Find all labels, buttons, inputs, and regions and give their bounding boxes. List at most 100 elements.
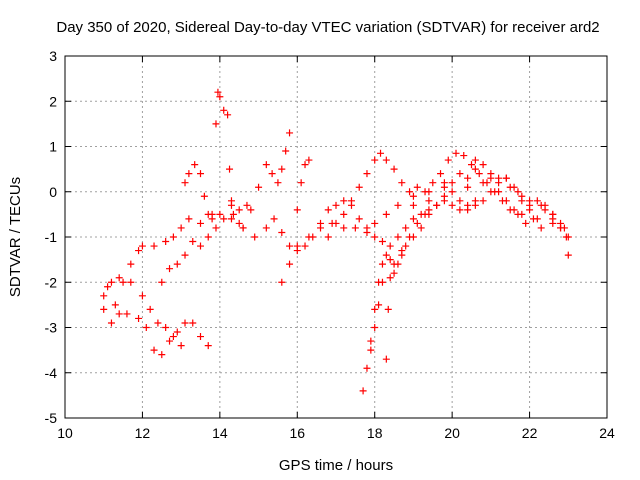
data-point — [377, 149, 385, 157]
data-marks — [100, 88, 572, 395]
data-point — [127, 278, 135, 286]
axis-ticks — [64, 55, 608, 419]
series-track-a — [100, 174, 568, 327]
data-point — [398, 179, 406, 187]
data-point — [382, 210, 390, 218]
data-point — [220, 106, 228, 114]
data-point — [177, 224, 185, 232]
data-point — [533, 197, 541, 205]
data-point — [332, 219, 340, 227]
data-point — [119, 278, 127, 286]
data-point — [518, 210, 526, 218]
data-point — [398, 247, 406, 255]
data-point — [181, 179, 189, 187]
data-point — [227, 215, 235, 223]
data-point — [197, 219, 204, 227]
data-point — [440, 179, 448, 187]
data-point — [375, 301, 383, 309]
x-axis-label: GPS time / hours — [279, 457, 393, 474]
data-point — [262, 161, 270, 169]
data-point — [340, 224, 348, 232]
data-point — [495, 188, 503, 196]
data-point — [417, 224, 425, 232]
data-point — [270, 215, 278, 223]
data-point — [142, 324, 150, 331]
data-point — [533, 215, 541, 223]
data-point — [243, 201, 251, 209]
data-point — [549, 210, 557, 218]
data-point — [406, 233, 414, 241]
y-tick-labels: -5 -4 -3 -2 -1 0 1 2 3 — [45, 48, 58, 426]
data-point — [324, 233, 332, 241]
data-point — [309, 233, 317, 241]
data-point — [301, 242, 309, 250]
data-point — [355, 183, 363, 191]
data-point — [390, 260, 398, 268]
data-point — [386, 242, 394, 250]
data-point — [487, 174, 495, 182]
data-point — [502, 174, 510, 182]
x-tick-label: 22 — [522, 425, 538, 441]
data-point — [495, 179, 503, 187]
data-point — [448, 201, 456, 209]
series-track-b — [100, 278, 212, 359]
data-point — [278, 165, 286, 173]
data-point — [255, 183, 263, 191]
data-point — [382, 251, 390, 259]
data-point — [386, 256, 394, 264]
series-track-d — [158, 201, 251, 286]
x-tick-label: 16 — [289, 425, 305, 441]
y-axis-label: SDTVAR / TECUs — [7, 177, 24, 297]
data-point — [355, 215, 363, 223]
data-point — [305, 156, 313, 164]
data-point — [371, 233, 379, 241]
data-point — [173, 260, 181, 268]
data-point — [564, 251, 572, 259]
data-point — [100, 292, 108, 300]
data-point — [514, 188, 522, 196]
data-point — [220, 215, 228, 223]
data-point — [421, 210, 429, 218]
data-point — [107, 278, 115, 286]
data-point — [425, 197, 433, 205]
x-tick-label: 18 — [367, 425, 383, 441]
data-point — [371, 324, 379, 331]
data-point — [286, 260, 294, 268]
data-point — [402, 224, 410, 232]
data-point — [177, 342, 185, 350]
data-point — [510, 206, 518, 214]
data-point — [324, 206, 332, 214]
data-point — [181, 319, 189, 327]
data-point — [522, 219, 530, 227]
data-point — [135, 247, 143, 255]
data-point — [510, 183, 518, 191]
y-tick-label: -1 — [45, 229, 58, 245]
data-point — [293, 247, 301, 255]
x-tick-label: 14 — [212, 425, 228, 441]
y-tick-label: 2 — [49, 93, 57, 109]
series-track-g — [239, 129, 294, 232]
data-point — [351, 224, 359, 232]
x-tick-label: 10 — [57, 425, 73, 441]
data-point — [390, 165, 398, 173]
data-point — [347, 197, 355, 205]
data-point — [146, 305, 154, 313]
series-track-c — [104, 274, 185, 350]
data-point — [247, 206, 255, 214]
data-point — [456, 206, 464, 214]
y-tick-label: -4 — [45, 365, 58, 381]
data-point — [158, 278, 166, 286]
data-point — [409, 201, 417, 209]
data-point — [239, 224, 247, 232]
data-point — [251, 233, 259, 241]
data-point — [468, 161, 475, 169]
data-point — [444, 156, 452, 164]
data-point — [166, 337, 174, 345]
y-tick-label: 3 — [49, 48, 57, 64]
series-track-h — [278, 197, 479, 286]
y-tick-label: 0 — [49, 184, 57, 200]
series-track-f — [181, 161, 216, 223]
x-tick-label: 24 — [599, 425, 615, 441]
data-point — [135, 314, 143, 322]
y-tick-label: -3 — [45, 320, 58, 336]
